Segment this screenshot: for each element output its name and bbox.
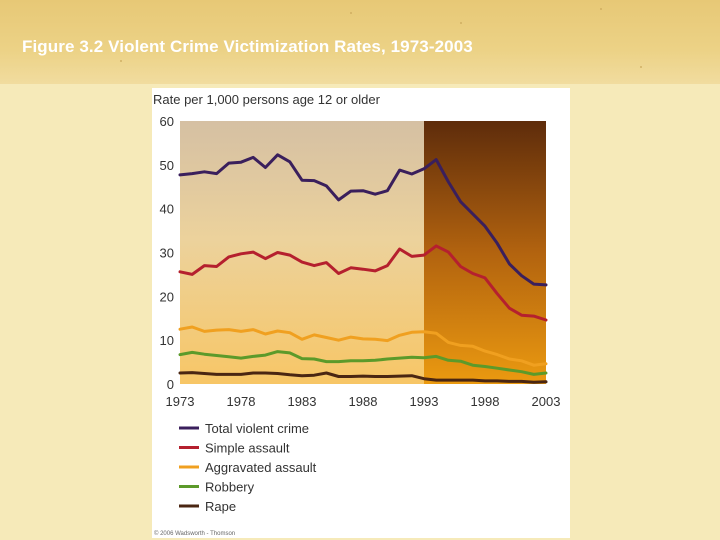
texture-speck: [460, 22, 462, 24]
series-line-rape: [178, 371, 548, 384]
x-tick-label: 1978: [227, 394, 256, 409]
x-tick-label: 1998: [471, 394, 500, 409]
series-line-simple-assault: [178, 244, 548, 322]
x-tick-label: 1973: [166, 394, 195, 409]
legend-label: Total violent crime: [205, 421, 309, 436]
x-tick-label: 1993: [410, 394, 439, 409]
legend-label: Rape: [205, 499, 236, 514]
texture-speck: [120, 60, 122, 62]
y-tick-label: 50: [160, 158, 174, 173]
y-tick-label: 30: [160, 246, 174, 261]
x-tick-label: 1988: [349, 394, 378, 409]
series-line-robbery: [178, 350, 548, 376]
series-line-aggravated-assault: [178, 325, 548, 367]
y-axis-title: Rate per 1,000 persons age 12 or older: [153, 92, 381, 107]
texture-speck: [600, 8, 602, 10]
plot-area-background: [180, 121, 424, 384]
slide-title: Figure 3.2 Violent Crime Victimization R…: [22, 37, 473, 56]
series-line-total-violent-crime: [178, 153, 548, 287]
shaded-period-background: [424, 121, 546, 384]
title-band: [0, 0, 720, 84]
legend-label: Robbery: [205, 480, 255, 495]
y-tick-label: 0: [167, 377, 174, 392]
y-tick-label: 20: [160, 289, 174, 304]
line-chart: Rate per 1,000 persons age 12 or older 0…: [153, 92, 561, 537]
legend-label: Aggravated assault: [205, 460, 317, 475]
x-tick-label: 1983: [288, 394, 317, 409]
y-tick-label: 60: [160, 114, 174, 129]
texture-speck: [350, 12, 352, 14]
texture-speck: [640, 66, 642, 68]
x-tick-label: 2003: [532, 394, 561, 409]
y-tick-label: 40: [160, 202, 174, 217]
y-tick-label: 10: [160, 333, 174, 348]
legend-label: Simple assault: [205, 441, 290, 456]
copyright-credit: © 2006 Wadsworth - Thomson: [154, 530, 235, 537]
figure-panel: Rate per 1,000 persons age 12 or older 0…: [152, 88, 570, 538]
